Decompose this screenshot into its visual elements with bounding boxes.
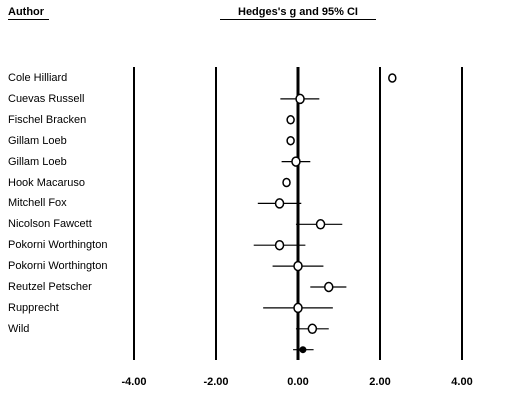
author-header: Author — [8, 6, 45, 18]
study-label: Rupprecht — [8, 301, 59, 314]
study-label: Cole Hilliard — [8, 72, 68, 84]
effect-point — [307, 323, 318, 335]
effect-point — [291, 156, 301, 167]
study-label: Nicolson Fawcett — [8, 218, 92, 231]
effect-point — [295, 93, 305, 105]
study-label: Mitchell Fox — [8, 197, 67, 210]
x-tick-label: -4.00 — [121, 376, 147, 388]
effect-point — [324, 281, 334, 293]
x-tick-label: 2.00 — [369, 376, 391, 388]
study-label: Wild — [8, 322, 30, 335]
effect-point — [315, 219, 326, 230]
author-header-underline — [8, 19, 49, 20]
summary-point — [299, 346, 307, 354]
study-label: Reutzel Petscher — [8, 281, 92, 293]
effect-point — [388, 73, 397, 83]
x-tick-label: 4.00 — [451, 376, 473, 388]
effect-point — [286, 115, 295, 125]
study-label: Gillam Loeb — [8, 155, 67, 168]
x-tick-label: -2.00 — [203, 376, 229, 388]
effect-point — [282, 177, 291, 188]
study-label: Hook Macaruso — [8, 176, 86, 189]
study-label: Gillam Loeb — [8, 134, 67, 147]
effect-point — [293, 302, 303, 314]
effect-point — [286, 135, 295, 146]
study-label: Pokorni Worthington — [8, 239, 108, 252]
effect-point — [293, 260, 303, 272]
effect-header: Hedges's g and 95% CI — [238, 6, 358, 18]
effect-header-underline — [220, 19, 376, 20]
effect-point — [274, 198, 285, 209]
study-label: Fischel Bracken — [8, 113, 87, 126]
x-tick-label: 0.00 — [287, 376, 309, 388]
study-label: Cuevas Russell — [8, 92, 85, 105]
effect-point — [274, 239, 285, 251]
study-label: Pokorni Worthington — [8, 260, 108, 273]
